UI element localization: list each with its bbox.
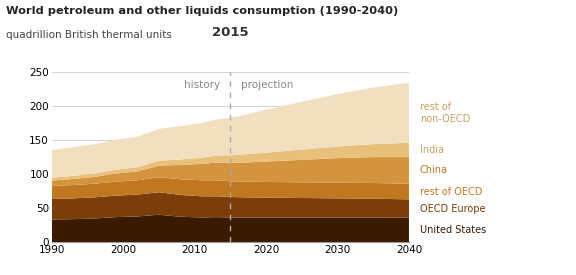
Text: India: India [420, 145, 444, 155]
Text: quadrillion British thermal units: quadrillion British thermal units [6, 30, 172, 40]
Text: rest of OECD: rest of OECD [420, 186, 482, 197]
Text: OECD Europe: OECD Europe [420, 204, 485, 214]
Text: history: history [184, 80, 219, 90]
Text: projection: projection [241, 80, 294, 90]
Text: rest of
non-OECD: rest of non-OECD [420, 102, 470, 123]
Text: 2015: 2015 [212, 26, 249, 38]
Text: China: China [420, 165, 448, 175]
Text: World petroleum and other liquids consumption (1990-2040): World petroleum and other liquids consum… [6, 6, 398, 15]
Text: United States: United States [420, 225, 486, 235]
